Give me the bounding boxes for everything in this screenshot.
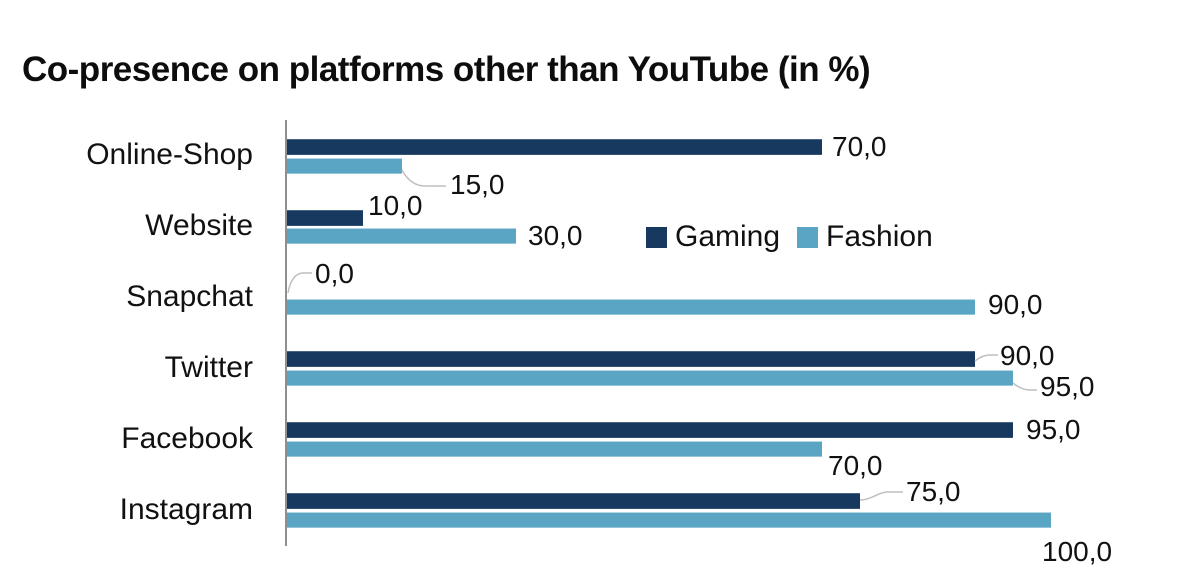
- bar-fashion-website: [287, 228, 516, 245]
- data-label-fashion-instagram: 100,0: [1042, 536, 1113, 567]
- data-label-fashion-online-shop: 15,0: [450, 169, 505, 200]
- fashion-swatch-icon: [797, 226, 819, 248]
- bar-fashion-facebook: [287, 440, 822, 457]
- data-label-fashion-website: 30,0: [528, 220, 583, 251]
- data-label-gaming-instagram: 75,0: [906, 476, 961, 507]
- leader-fashion-twitter: [1012, 382, 1037, 391]
- data-label-gaming-website: 10,0: [368, 190, 423, 221]
- data-label-gaming-snapchat: 0,0: [315, 258, 354, 289]
- leader-gaming-twitter: [974, 354, 998, 362]
- data-label-fashion-facebook: 70,0: [828, 450, 883, 481]
- data-label-gaming-online-shop: 70,0: [832, 131, 887, 162]
- bar-fashion-instagram: [287, 511, 1051, 528]
- bar-gaming-online-shop: [287, 139, 822, 155]
- y-axis-line: [285, 120, 287, 546]
- bar-fashion-online-shop: [287, 157, 402, 174]
- legend-item-gaming: Gaming: [646, 222, 780, 252]
- leader-gaming-snapchat: [287, 272, 312, 294]
- bar-fashion-twitter: [287, 369, 1013, 386]
- bar-gaming-twitter: [287, 351, 975, 368]
- category-label-instagram: Instagram: [119, 492, 253, 526]
- legend-label-gaming: Gaming: [675, 220, 781, 253]
- legend-item-fashion: Fashion: [797, 222, 933, 252]
- bar-fashion-snapchat: [287, 299, 975, 316]
- data-label-fashion-twitter: 95,0: [1040, 371, 1095, 402]
- bar-gaming-facebook: [287, 422, 1013, 439]
- legend-label-fashion: Fashion: [826, 220, 933, 253]
- chart-title: Co-presence on platforms other than YouT…: [22, 50, 871, 89]
- data-label-gaming-twitter: 90,0: [1000, 340, 1055, 371]
- gaming-swatch-icon: [646, 226, 667, 248]
- legend: Gaming Fashion: [646, 222, 933, 252]
- bar-gaming-instagram: [287, 493, 860, 510]
- category-label-snapchat: Snapchat: [126, 280, 253, 314]
- category-label-twitter: Twitter: [164, 350, 253, 384]
- leader-fashion-online-shop: [401, 169, 446, 187]
- bar-gaming-website: [287, 209, 363, 226]
- category-label-website: Website: [145, 209, 253, 243]
- data-label-gaming-facebook: 95,0: [1026, 414, 1081, 445]
- category-label-facebook: Facebook: [121, 421, 253, 455]
- category-label-online-shop: Online-Shop: [86, 138, 253, 172]
- data-label-fashion-snapchat: 90,0: [988, 289, 1043, 320]
- leader-gaming-instagram: [859, 491, 903, 501]
